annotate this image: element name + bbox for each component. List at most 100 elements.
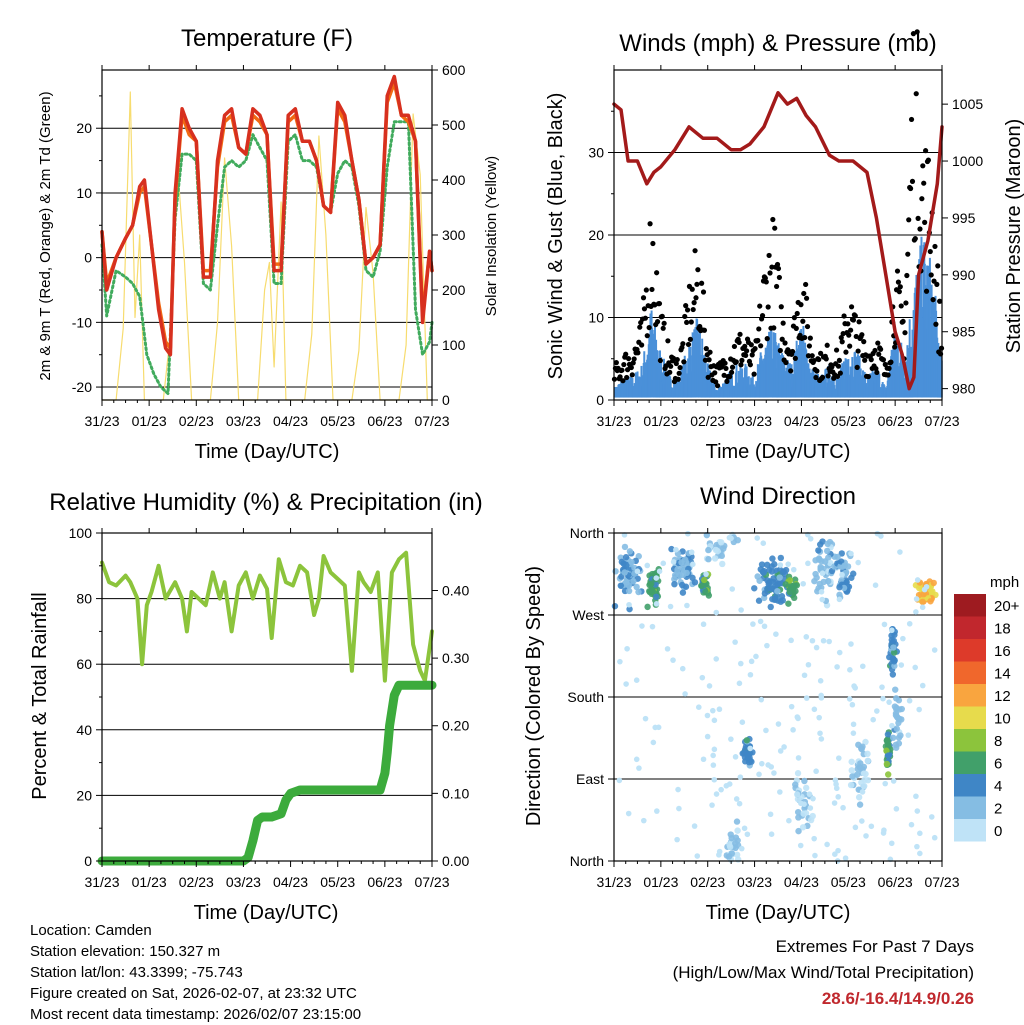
direction-point [838,576,845,584]
gust-point [908,116,915,123]
direction-point [906,620,913,627]
direction-point [716,706,723,713]
direction-point [733,818,741,825]
direction-point [698,582,705,590]
gust-point [783,359,789,366]
direction-point [732,840,739,847]
direction-point [812,852,818,859]
direction-point [906,697,913,704]
direction-point [678,559,685,566]
gust-point [700,289,707,295]
direction-point [769,555,776,562]
gust-point [805,353,812,359]
gust-point [644,333,650,339]
direction-point [675,786,681,793]
humidity-line [100,550,434,683]
gust-point [925,157,932,163]
direction-point [891,703,899,710]
y-tick-label: -10 [72,314,92,330]
direction-point [623,681,629,687]
gust-point [765,304,771,310]
direction-point [908,821,915,828]
gust-point [701,327,708,333]
legend-swatch [954,616,986,639]
direction-point [800,810,807,817]
gust-point [667,369,673,375]
gust-point [818,350,824,356]
legend-swatch [954,639,986,662]
direction-point [786,577,794,584]
direction-point [710,752,716,759]
gust-point [920,163,926,169]
gust-point [874,369,880,376]
gust-point [629,372,635,378]
legend-label: 8 [994,733,1002,750]
legend-title: mph [990,574,1019,591]
x-tick-label: 03/23 [226,413,261,429]
direction-point [768,563,775,570]
y-right-tick-label: 0.30 [442,650,469,666]
direction-point [688,549,695,556]
gust-point [687,336,693,342]
station-latlon: Station lat/lon: 43.3399; -75.743 [30,964,243,981]
direction-point [890,778,897,784]
gust-point [848,327,854,333]
x-tick-label: 31/23 [596,874,631,890]
gust-point [712,370,718,376]
direction-point [890,649,898,656]
direction-point [636,765,642,771]
direction-point [839,571,845,578]
pressure-line [612,91,944,391]
gust-point [798,302,804,308]
y-right-tick-label: 985 [952,324,976,340]
direction-point [803,784,810,792]
direction-point [832,851,838,857]
direction-point [831,800,838,806]
direction-point [726,534,733,541]
gust-point [619,367,625,373]
direction-point [706,683,713,689]
direction-point [840,804,846,811]
direction-point [738,845,745,852]
direction-point [626,548,634,555]
direction-point [639,623,645,629]
gust-point [932,243,938,250]
direction-point [889,671,897,678]
gust-point [904,272,910,279]
direction-point [885,752,892,759]
direction-point [727,831,734,838]
gust-point [675,376,681,382]
gust-point [640,295,647,301]
x-tick-label: 02/23 [690,874,725,890]
direction-point [917,830,923,837]
gust-point [906,217,912,223]
direction-point [884,731,892,738]
direction-point [756,771,762,778]
direction-point [806,791,813,797]
direction-point [660,560,667,567]
direction-point [785,600,792,607]
direction-point [914,808,921,814]
x-tick-label: 05/23 [831,874,866,890]
x-tick-label: 05/23 [320,413,355,429]
gust-point [778,304,784,310]
gust-point [665,338,671,344]
x-tick-label: 31/23 [596,413,631,429]
gust-point [902,330,908,336]
gust-point [617,374,623,380]
direction-point [794,791,801,798]
x-tick-label: 31/23 [84,413,119,429]
direction-point [664,646,671,652]
x-tick-label: 03/23 [226,874,261,890]
direction-point [754,573,761,580]
humidity-xlabel: Time (Day/UTC) [194,902,339,924]
gust-point [789,348,796,355]
x-tick-label: 31/23 [84,874,119,890]
direction-point [836,584,843,591]
gust-point [635,350,641,356]
winds-title: Winds (mph) & Pressure (mb) [619,30,936,57]
direction-point [771,596,778,604]
gust-point [780,320,786,326]
temperature-ylabel-right: Solar Insolation (Yellow) [483,156,500,316]
direction-point [817,730,823,737]
